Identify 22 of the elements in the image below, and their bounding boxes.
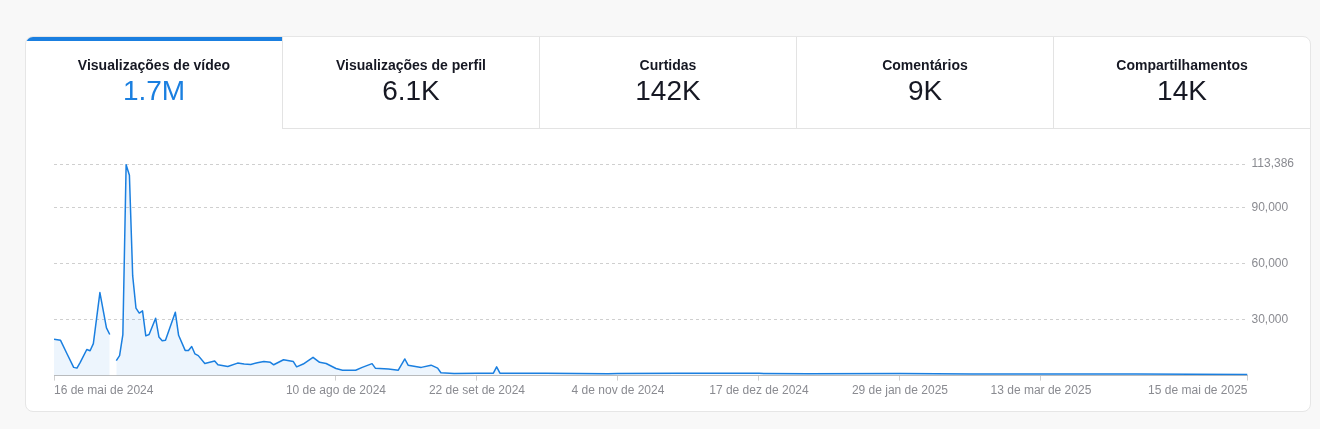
category-label: Compartilhamentos: [1116, 57, 1248, 73]
x-tick-label: 22 de set de 2024: [428, 383, 526, 398]
x-tick-label: 10 de ago de 2024: [285, 383, 387, 398]
category-label: Visualizações de perfil: [336, 57, 486, 73]
x-tick-label: 16 de mai de 2024: [54, 383, 154, 398]
y-tick-label: 60,000: [1251, 255, 1289, 270]
y-tick-label: 30,000: [1251, 311, 1289, 326]
category-label: Visualizações de vídeo: [77, 57, 231, 73]
x-tick-label: 15 de mai de 2025: [1148, 383, 1248, 398]
y-tick-label: 113,386: [1251, 156, 1295, 171]
text: 14K: [1157, 75, 1207, 106]
x-tick-label: 29 de jan de 2025: [851, 383, 949, 398]
text: 1.7M: [122, 75, 186, 106]
text: 6.1K: [382, 75, 440, 106]
category-label: Comentários: [882, 57, 968, 73]
text: 142K: [635, 75, 701, 106]
x-tick-label: 13 de mar de 2025: [990, 383, 1092, 398]
x-tick-label: 4 de nov de 2024: [571, 383, 665, 398]
y-tick-label: 90,000: [1251, 199, 1289, 214]
category-label: Curtidas: [639, 57, 697, 73]
text: 9K: [907, 75, 943, 106]
x-tick-label: 17 de dez de 2024: [709, 383, 809, 398]
